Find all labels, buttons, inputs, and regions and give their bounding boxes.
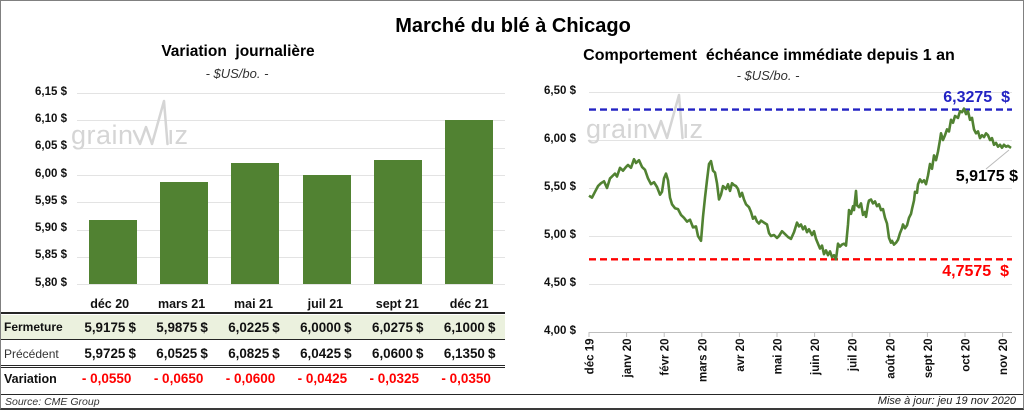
svg-text:juil 20: juil 20 (848, 339, 860, 373)
svg-text:août 20: août 20 (885, 339, 897, 379)
svg-text:grain: grain (71, 120, 134, 150)
svg-text:grain: grain (586, 114, 649, 144)
svg-text:avr 20: avr 20 (735, 339, 747, 372)
svg-text:ız: ız (167, 120, 188, 150)
svg-text:ız: ız (682, 114, 703, 144)
svg-text:janv 20: janv 20 (622, 339, 634, 379)
svg-text:oct 20: oct 20 (961, 339, 973, 372)
svg-text:déc 19: déc 19 (585, 339, 597, 375)
svg-text:févr 20: févr 20 (660, 339, 672, 376)
svg-text:sept 20: sept 20 (923, 339, 935, 379)
svg-text:mai 20: mai 20 (773, 339, 785, 375)
svg-text:juin 20: juin 20 (810, 339, 822, 376)
svg-text:mars 20: mars 20 (697, 339, 709, 382)
svg-text:nov 20: nov 20 (998, 339, 1010, 375)
